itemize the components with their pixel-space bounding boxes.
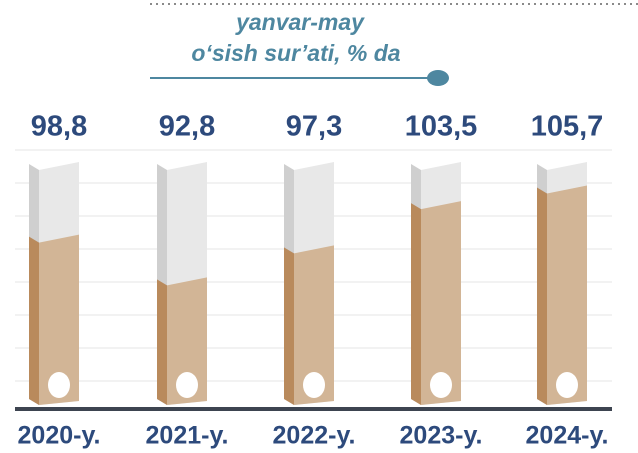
title-dot bbox=[427, 70, 449, 86]
value-label: 92,8 bbox=[159, 111, 215, 143]
x-tick-label: 2023-y. bbox=[400, 422, 483, 450]
x-tick-label: 2022-y. bbox=[273, 422, 356, 450]
bar bbox=[421, 201, 461, 405]
chart-title: yanvar-may bbox=[235, 9, 365, 35]
bar bbox=[39, 234, 79, 405]
bar bbox=[547, 185, 587, 405]
x-tick-label: 2020-y. bbox=[18, 422, 101, 450]
chart-subtitle: o‘sish sur’ati, % da bbox=[191, 40, 400, 66]
bar-side bbox=[537, 187, 547, 405]
bar bbox=[167, 277, 207, 405]
bar-bubble bbox=[48, 372, 70, 398]
value-label: 103,5 bbox=[405, 111, 478, 143]
x-tick-label: 2021-y. bbox=[146, 422, 229, 450]
value-label: 98,8 bbox=[31, 111, 87, 143]
value-label: 105,7 bbox=[531, 111, 604, 143]
bar-side bbox=[411, 203, 421, 405]
bar-bubble bbox=[303, 372, 325, 398]
value-label: 97,3 bbox=[286, 111, 342, 143]
x-tick-label: 2024-y. bbox=[526, 422, 609, 450]
bar bbox=[294, 245, 334, 405]
bar-bubble bbox=[430, 372, 452, 398]
bar-bubble bbox=[556, 372, 578, 398]
bar-side bbox=[284, 247, 294, 405]
bar-side bbox=[157, 279, 167, 405]
bar-bubble bbox=[176, 372, 198, 398]
bar-side bbox=[29, 236, 39, 405]
